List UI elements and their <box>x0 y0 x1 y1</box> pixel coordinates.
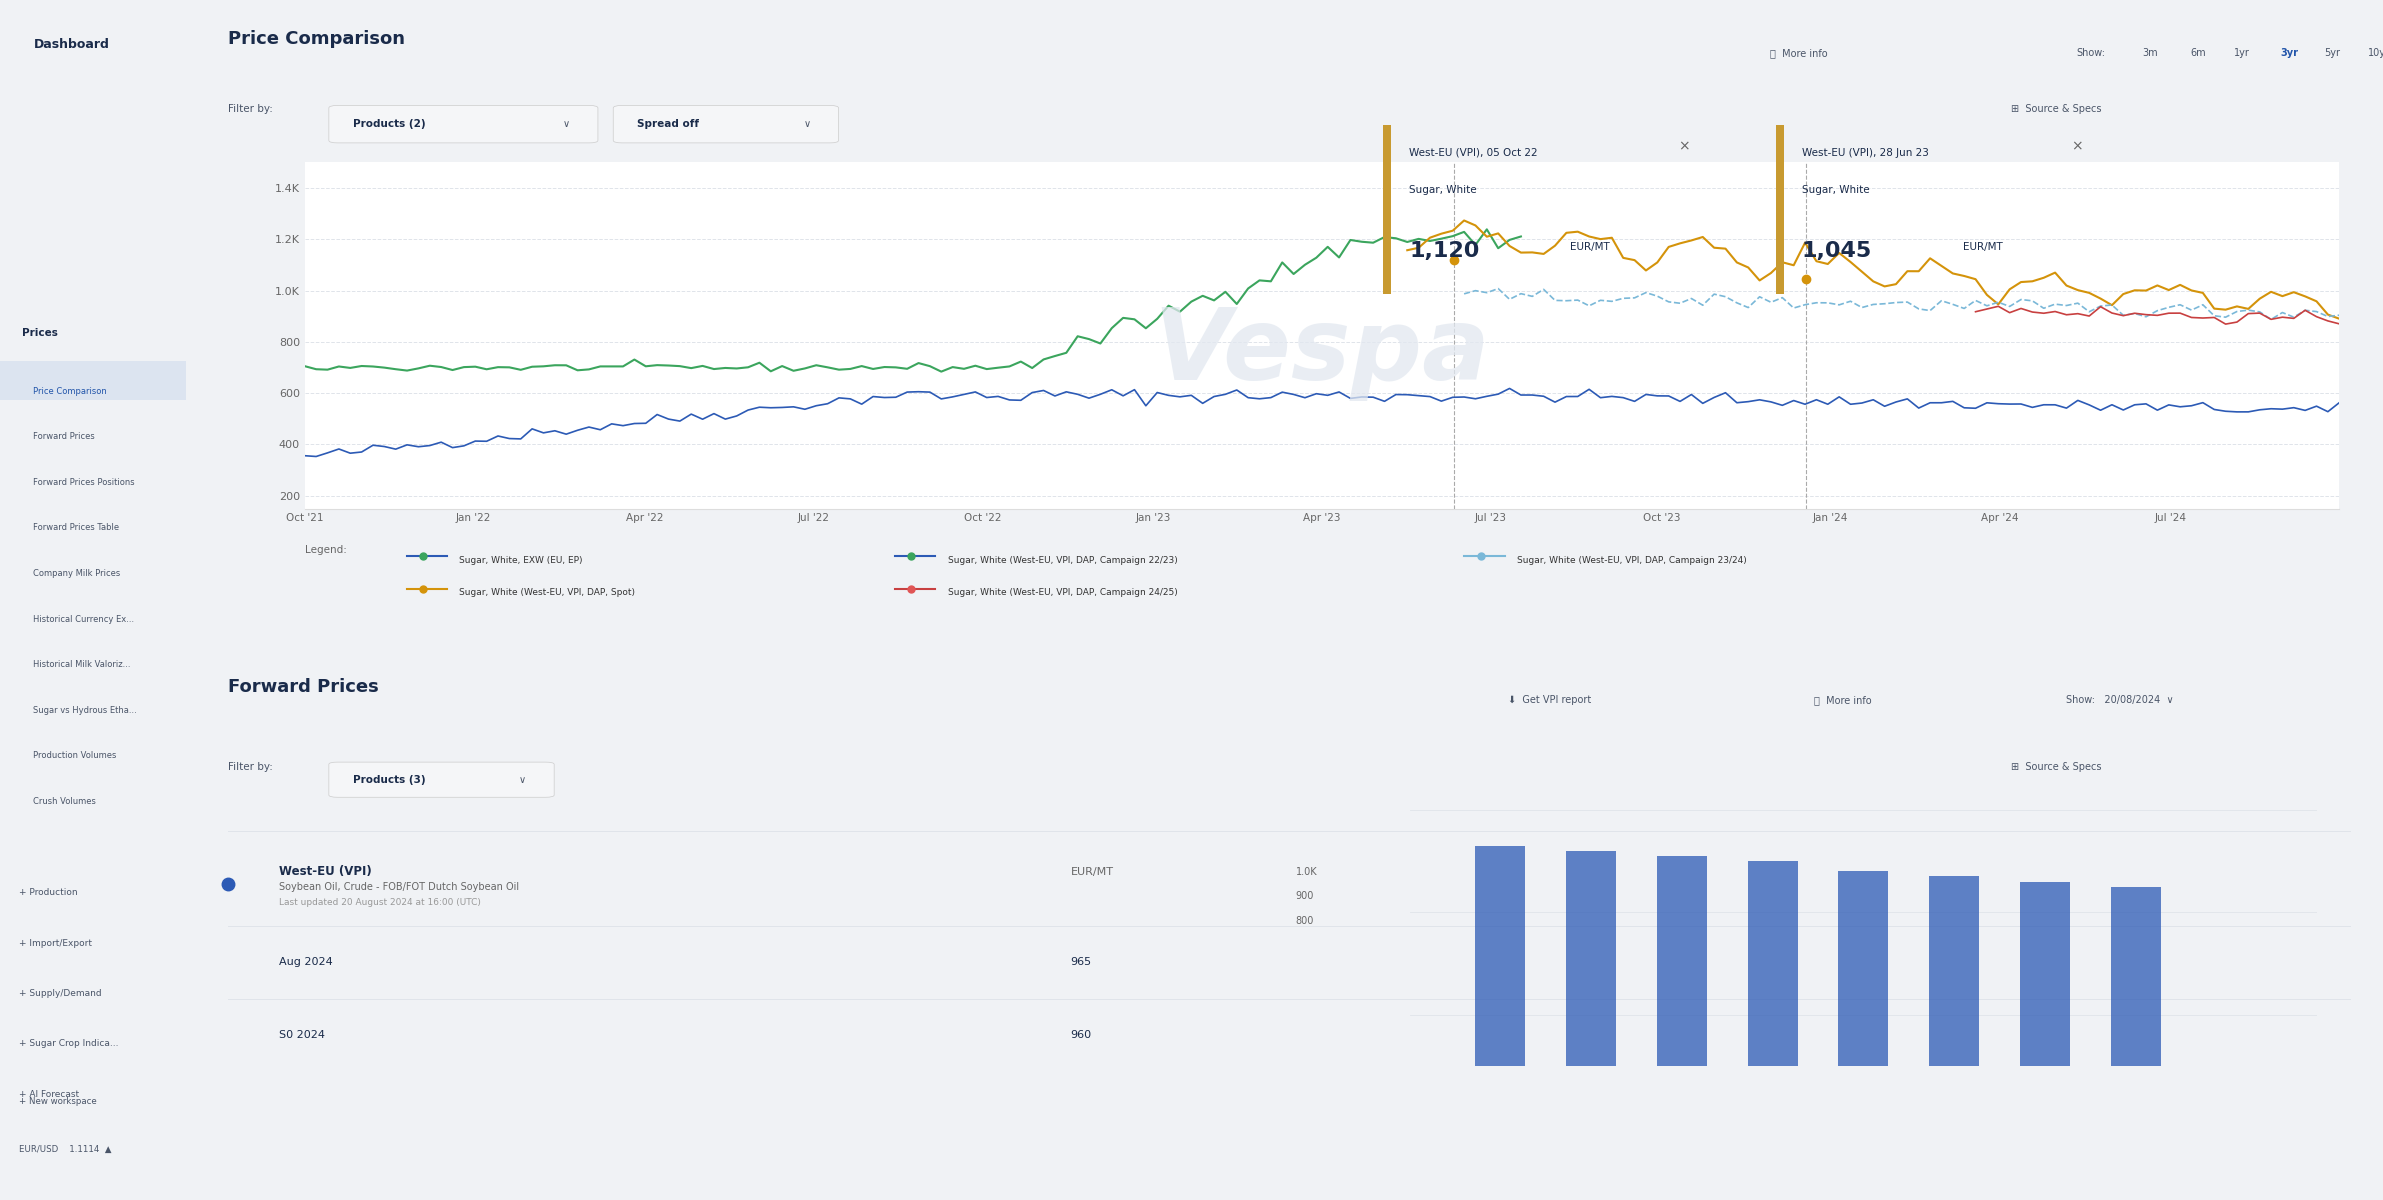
Text: Last updated 20 August 2024 at 16:00 (UTC): Last updated 20 August 2024 at 16:00 (UT… <box>279 898 481 907</box>
Text: + Sugar Crop Indica...: + Sugar Crop Indica... <box>19 1039 119 1049</box>
Text: Sugar vs Hydrous Etha...: Sugar vs Hydrous Etha... <box>33 706 138 715</box>
Text: Products (3): Products (3) <box>353 775 427 785</box>
Text: Sugar, White (West-EU, VPI, DAP, Spot): Sugar, White (West-EU, VPI, DAP, Spot) <box>460 588 636 598</box>
Bar <box>1747 862 1797 1066</box>
Text: ∨: ∨ <box>803 119 810 130</box>
Bar <box>1475 846 1525 1066</box>
Bar <box>1382 125 1392 294</box>
Text: West-EU (VPI): West-EU (VPI) <box>279 865 372 878</box>
Text: Price Comparison: Price Comparison <box>229 30 405 48</box>
Text: EUR/USD    1.1114  ▲: EUR/USD 1.1114 ▲ <box>19 1145 112 1154</box>
Text: ∨: ∨ <box>562 119 570 130</box>
Bar <box>1930 876 1980 1066</box>
Text: ⊞  Source & Specs: ⊞ Source & Specs <box>2011 762 2102 772</box>
Text: Sugar, White (West-EU, VPI, DAP, Campaign 24/25): Sugar, White (West-EU, VPI, DAP, Campaig… <box>948 588 1177 598</box>
Text: Historical Milk Valoriz...: Historical Milk Valoriz... <box>33 660 131 670</box>
Text: Company Milk Prices: Company Milk Prices <box>33 569 122 578</box>
Text: Legend:: Legend: <box>305 545 346 556</box>
Text: Sugar, White, EXW (EU, EP): Sugar, White, EXW (EU, EP) <box>460 556 584 565</box>
FancyBboxPatch shape <box>329 762 555 797</box>
FancyBboxPatch shape <box>0 361 186 400</box>
Text: 3yr: 3yr <box>2281 48 2297 58</box>
Text: 965: 965 <box>1070 958 1091 967</box>
Text: EUR/MT: EUR/MT <box>1070 866 1113 877</box>
Text: 1,045: 1,045 <box>1802 241 1873 260</box>
Text: Sugar, White: Sugar, White <box>1408 185 1477 194</box>
FancyBboxPatch shape <box>329 106 598 143</box>
Text: EUR/MT: EUR/MT <box>1570 242 1611 252</box>
Text: Spread off: Spread off <box>636 119 698 130</box>
Text: Show:   20/08/2024  ∨: Show: 20/08/2024 ∨ <box>2066 695 2173 704</box>
Text: Dashboard: Dashboard <box>33 38 110 50</box>
Bar <box>1775 125 1785 294</box>
Text: ×: × <box>2071 139 2083 154</box>
Text: Historical Currency Ex...: Historical Currency Ex... <box>33 614 133 624</box>
Text: ∨: ∨ <box>519 775 527 785</box>
Text: Aug 2024: Aug 2024 <box>279 958 331 967</box>
Text: West-EU (VPI), 28 Jun 23: West-EU (VPI), 28 Jun 23 <box>1802 148 1928 157</box>
Text: Show:: Show: <box>2076 48 2107 58</box>
Text: 900: 900 <box>1296 892 1313 901</box>
Text: S0 2024: S0 2024 <box>279 1030 324 1039</box>
Text: Forward Prices: Forward Prices <box>229 678 379 696</box>
Text: ×: × <box>1678 139 1690 154</box>
Text: West-EU (VPI), 05 Oct 22: West-EU (VPI), 05 Oct 22 <box>1408 148 1537 157</box>
Text: Production Volumes: Production Volumes <box>33 751 117 761</box>
Bar <box>2021 882 2071 1066</box>
Text: Vespa: Vespa <box>1153 305 1489 401</box>
FancyBboxPatch shape <box>612 106 839 143</box>
Text: 10yr: 10yr <box>2369 48 2383 58</box>
Text: Sugar, White: Sugar, White <box>1802 185 1871 194</box>
Text: 3m: 3m <box>2142 48 2159 58</box>
Text: + New workspace: + New workspace <box>19 1097 95 1106</box>
Text: 1,120: 1,120 <box>1408 241 1480 260</box>
Text: + AI Forecast: + AI Forecast <box>19 1090 79 1099</box>
Text: 5yr: 5yr <box>2323 48 2340 58</box>
Text: ⓘ  More info: ⓘ More info <box>1771 48 1828 58</box>
Text: 1yr: 1yr <box>2235 48 2250 58</box>
Text: ⊞  Source & Specs: ⊞ Source & Specs <box>2011 104 2102 114</box>
Text: Soybean Oil, Crude - FOB/FOT Dutch Soybean Oil: Soybean Oil, Crude - FOB/FOT Dutch Soybe… <box>279 882 519 892</box>
Bar <box>2111 887 2161 1066</box>
Text: + Supply/Demand: + Supply/Demand <box>19 989 100 998</box>
Bar <box>1656 856 1706 1066</box>
Text: Products (2): Products (2) <box>353 119 427 130</box>
Text: + Import/Export: + Import/Export <box>19 938 91 948</box>
Text: ⓘ  More info: ⓘ More info <box>1813 695 1873 704</box>
Text: Forward Prices: Forward Prices <box>33 432 95 442</box>
Text: Prices: Prices <box>21 328 57 338</box>
Text: + Production: + Production <box>19 888 76 898</box>
Text: Sugar, White (West-EU, VPI, DAP, Campaign 22/23): Sugar, White (West-EU, VPI, DAP, Campaig… <box>948 556 1177 565</box>
Text: Forward Prices Positions: Forward Prices Positions <box>33 478 136 487</box>
Bar <box>1566 851 1616 1066</box>
Text: Filter by:: Filter by: <box>229 104 274 114</box>
Text: ⬇  Get VPI report: ⬇ Get VPI report <box>1508 695 1592 704</box>
Text: EUR/MT: EUR/MT <box>1964 242 2002 252</box>
Text: Filter by:: Filter by: <box>229 762 274 772</box>
Text: 800: 800 <box>1296 917 1313 926</box>
Text: 960: 960 <box>1070 1030 1091 1039</box>
Text: Price Comparison: Price Comparison <box>33 386 107 396</box>
Text: 1.0K: 1.0K <box>1296 866 1318 877</box>
Text: 6m: 6m <box>2190 48 2207 58</box>
Bar <box>1837 871 1887 1066</box>
Text: Crush Volumes: Crush Volumes <box>33 797 95 806</box>
Text: Sugar, White (West-EU, VPI, DAP, Campaign 23/24): Sugar, White (West-EU, VPI, DAP, Campaig… <box>1518 556 1747 565</box>
Text: Forward Prices Table: Forward Prices Table <box>33 523 119 533</box>
